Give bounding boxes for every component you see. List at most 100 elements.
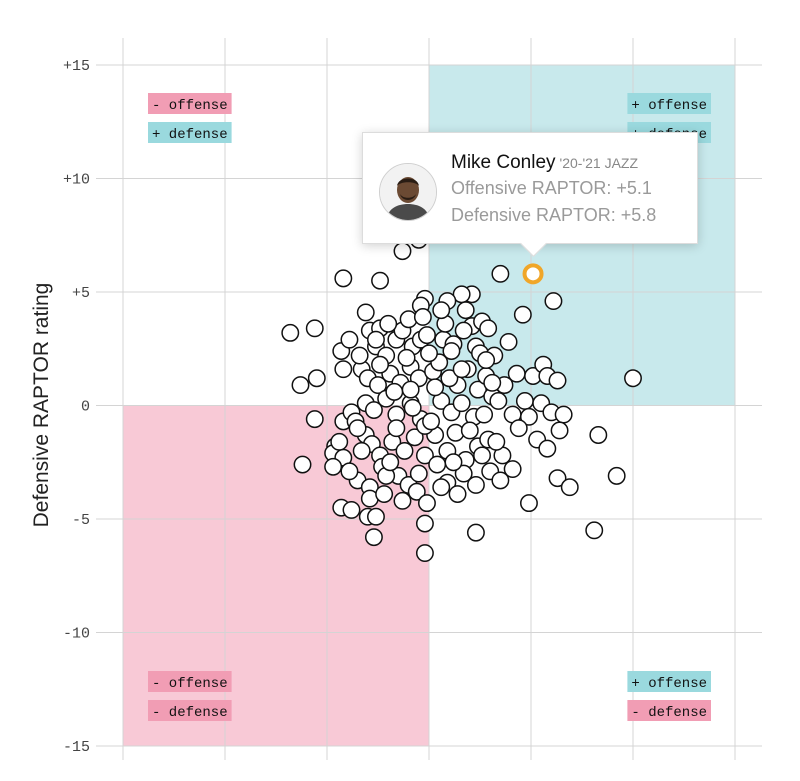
data-point[interactable] <box>342 500 361 519</box>
data-point[interactable] <box>440 369 459 388</box>
data-point[interactable] <box>340 330 359 349</box>
data-point[interactable] <box>307 369 326 388</box>
data-point[interactable] <box>442 342 461 360</box>
data-point[interactable] <box>334 269 353 288</box>
x-tick-label: -10 <box>211 779 238 781</box>
data-point[interactable] <box>415 514 434 533</box>
data-point[interactable] <box>544 292 563 311</box>
data-point[interactable] <box>324 457 343 476</box>
data-point[interactable] <box>367 507 385 526</box>
data-point[interactable] <box>487 432 506 451</box>
data-point[interactable] <box>469 380 487 399</box>
data-point[interactable] <box>418 326 436 345</box>
data-point[interactable] <box>507 364 526 383</box>
data-point[interactable] <box>407 482 426 501</box>
data-point[interactable] <box>483 373 502 392</box>
data-point[interactable] <box>475 405 494 424</box>
data-point[interactable] <box>454 464 473 483</box>
data-point[interactable] <box>491 471 510 490</box>
data-point[interactable] <box>418 494 436 513</box>
data-point[interactable] <box>456 301 475 320</box>
data-point[interactable] <box>460 421 479 440</box>
defensive-raptor: Defensive RAPTOR: +5.8 <box>451 205 657 225</box>
quadrant-label: + defense <box>152 127 228 143</box>
data-point[interactable] <box>454 321 473 340</box>
data-point[interactable] <box>401 380 420 399</box>
data-point[interactable] <box>466 476 485 494</box>
data-point[interactable] <box>491 264 510 283</box>
data-point[interactable] <box>415 446 434 465</box>
data-point[interactable] <box>499 332 518 351</box>
data-point[interactable] <box>305 319 324 338</box>
data-point[interactable] <box>513 305 532 324</box>
data-point[interactable] <box>403 398 422 417</box>
data-point[interactable] <box>448 485 467 503</box>
data-point[interactable] <box>375 485 394 503</box>
data-point[interactable] <box>371 271 389 290</box>
data-point[interactable] <box>515 392 534 410</box>
data-point[interactable] <box>356 303 375 322</box>
data-point[interactable] <box>367 330 385 349</box>
data-point[interactable] <box>379 314 398 333</box>
data-point[interactable] <box>548 371 567 390</box>
data-point[interactable] <box>473 446 491 465</box>
data-point[interactable] <box>509 419 528 438</box>
data-point[interactable] <box>364 528 383 547</box>
data-point[interactable] <box>589 426 608 444</box>
data-point[interactable] <box>340 462 359 481</box>
data-point[interactable] <box>452 360 471 379</box>
data-point[interactable] <box>385 382 404 401</box>
data-point[interactable] <box>334 360 353 379</box>
data-point[interactable] <box>452 394 471 413</box>
data-point[interactable] <box>607 466 626 485</box>
data-point[interactable] <box>381 453 400 472</box>
data-point[interactable] <box>444 453 463 472</box>
data-point[interactable] <box>477 351 496 370</box>
data-point[interactable] <box>395 441 414 460</box>
data-point[interactable] <box>538 439 557 458</box>
data-point[interactable] <box>281 323 300 342</box>
data-point[interactable] <box>489 392 508 410</box>
data-point[interactable] <box>550 421 569 440</box>
data-point[interactable] <box>554 405 573 424</box>
y-tick-label: +10 <box>63 172 90 189</box>
data-point[interactable] <box>330 432 349 451</box>
player-name: Mike Conley <box>451 152 556 173</box>
data-point[interactable] <box>548 469 567 488</box>
highlighted-point[interactable] <box>522 263 544 285</box>
data-point[interactable] <box>352 441 371 460</box>
data-point[interactable] <box>466 523 485 542</box>
data-point[interactable] <box>432 478 451 497</box>
data-point[interactable] <box>428 455 447 474</box>
data-point[interactable] <box>405 428 424 447</box>
data-point[interactable] <box>397 348 416 367</box>
data-point[interactable] <box>350 346 369 365</box>
data-point[interactable] <box>413 308 432 326</box>
data-point[interactable] <box>432 301 451 320</box>
data-point[interactable] <box>503 460 522 479</box>
data-point[interactable] <box>369 376 387 395</box>
quadrant-label-bg <box>148 700 232 721</box>
player-tooltip: Mike Conley '20-'21 JAZZ Offensive RAPTOR… <box>362 132 698 257</box>
data-point[interactable] <box>293 455 312 474</box>
data-point[interactable] <box>479 319 498 338</box>
data-point[interactable] <box>585 521 604 540</box>
player-avatar <box>379 163 437 221</box>
data-point[interactable] <box>393 491 412 510</box>
data-point[interactable] <box>371 355 389 374</box>
data-point[interactable] <box>624 369 642 388</box>
data-point[interactable] <box>520 494 538 513</box>
data-point[interactable] <box>305 410 324 429</box>
data-point[interactable] <box>415 544 434 562</box>
x-axis-ticks: -15 -10 -5 0 +5 +10 +15 <box>109 779 748 781</box>
data-point[interactable] <box>348 419 367 438</box>
data-point[interactable] <box>387 419 406 438</box>
data-point[interactable] <box>426 378 445 397</box>
data-point[interactable] <box>291 376 310 395</box>
data-point[interactable] <box>393 242 412 261</box>
data-point[interactable] <box>420 344 438 363</box>
data-point[interactable] <box>422 412 440 431</box>
data-point[interactable] <box>364 401 383 419</box>
data-point[interactable] <box>560 478 579 497</box>
data-point[interactable] <box>409 464 428 483</box>
